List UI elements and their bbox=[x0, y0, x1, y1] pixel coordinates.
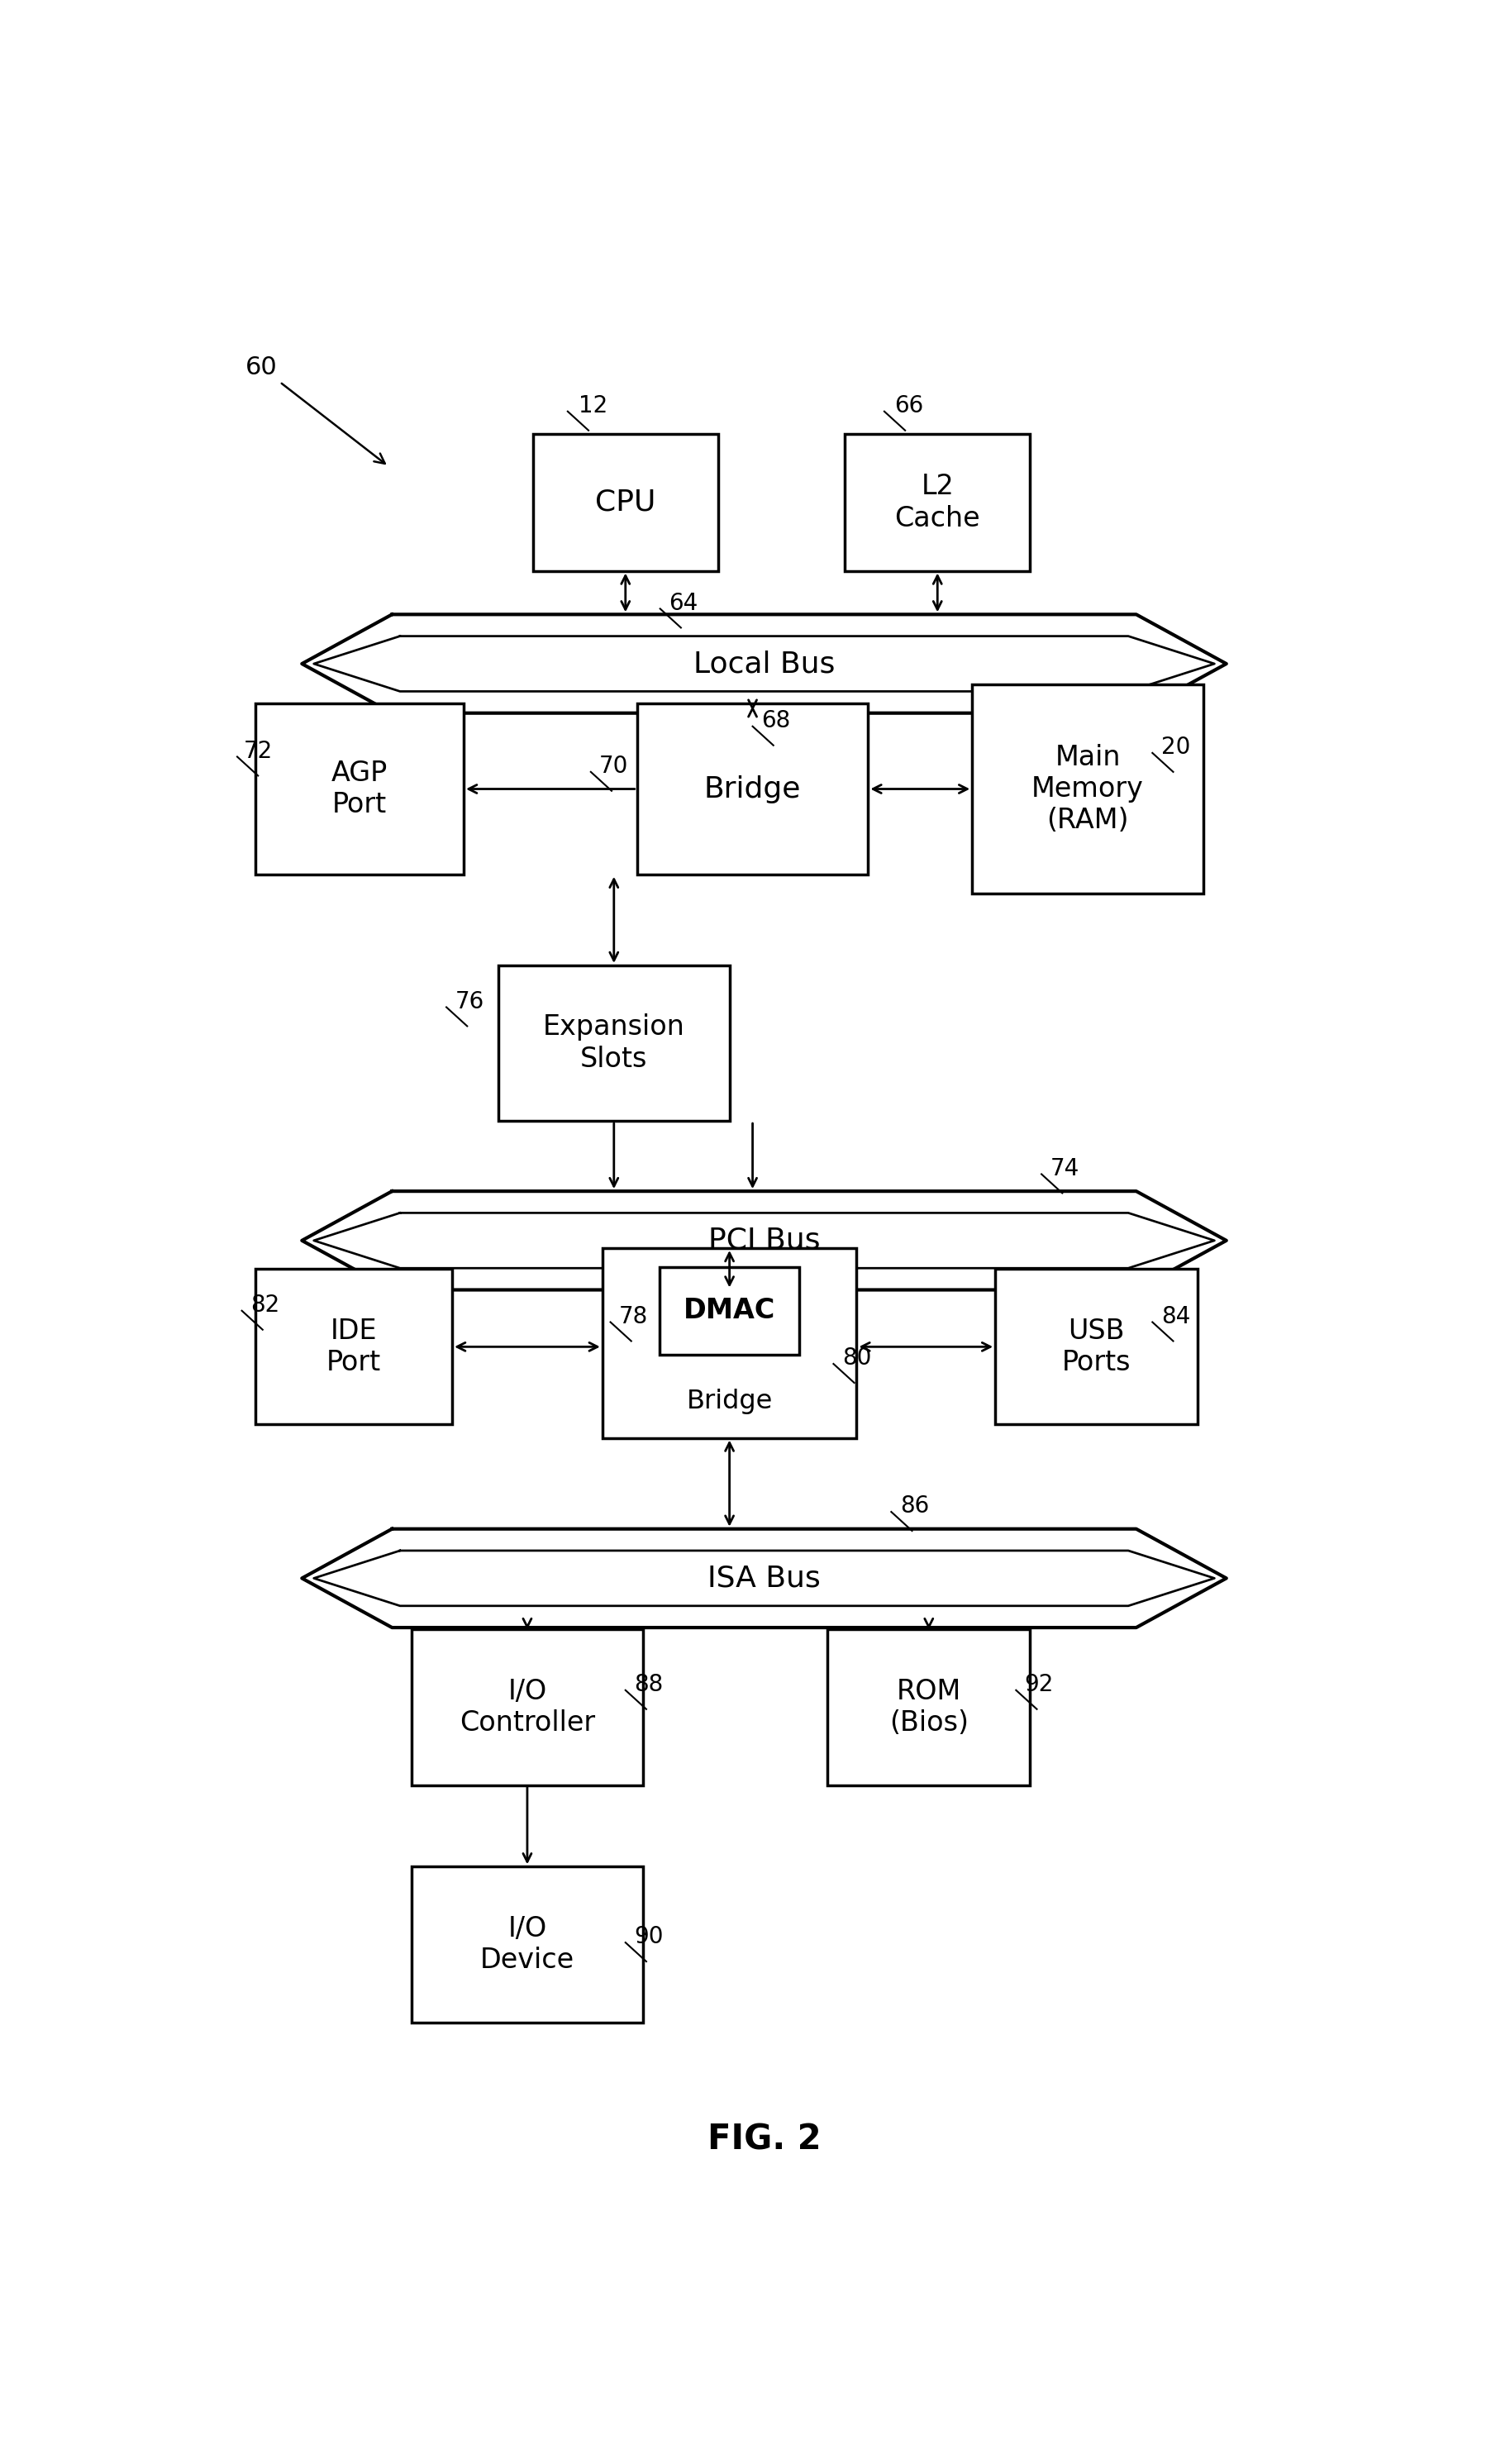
FancyBboxPatch shape bbox=[602, 1249, 857, 1439]
FancyBboxPatch shape bbox=[534, 434, 719, 572]
Polygon shape bbox=[301, 1190, 1227, 1289]
Text: ROM
(Bios): ROM (Bios) bbox=[889, 1678, 969, 1737]
Text: 82: 82 bbox=[250, 1294, 279, 1316]
FancyBboxPatch shape bbox=[972, 685, 1203, 894]
Text: 90: 90 bbox=[634, 1924, 663, 1949]
Text: FIG. 2: FIG. 2 bbox=[707, 2122, 822, 2156]
Text: PCI Bus: PCI Bus bbox=[708, 1227, 820, 1254]
Text: 92: 92 bbox=[1024, 1673, 1054, 1695]
FancyBboxPatch shape bbox=[828, 1629, 1030, 1784]
Text: 86: 86 bbox=[899, 1496, 929, 1518]
Text: I/O
Device: I/O Device bbox=[480, 1915, 574, 1974]
Text: Bridge: Bridge bbox=[686, 1390, 772, 1414]
Text: CPU: CPU bbox=[595, 488, 656, 517]
FancyBboxPatch shape bbox=[498, 966, 729, 1121]
FancyBboxPatch shape bbox=[637, 705, 868, 875]
FancyBboxPatch shape bbox=[845, 434, 1030, 572]
Text: 68: 68 bbox=[760, 710, 790, 732]
FancyBboxPatch shape bbox=[412, 1868, 643, 2023]
FancyBboxPatch shape bbox=[659, 1266, 799, 1355]
Text: 64: 64 bbox=[668, 591, 698, 614]
Text: USB
Ports: USB Ports bbox=[1062, 1318, 1130, 1377]
Text: Local Bus: Local Bus bbox=[693, 650, 835, 678]
Text: AGP
Port: AGP Port bbox=[331, 759, 388, 818]
Text: 84: 84 bbox=[1161, 1306, 1190, 1328]
Text: Bridge: Bridge bbox=[704, 774, 801, 803]
FancyBboxPatch shape bbox=[256, 705, 464, 875]
Text: Main
Memory
(RAM): Main Memory (RAM) bbox=[1032, 744, 1144, 835]
Text: 80: 80 bbox=[842, 1348, 871, 1370]
Text: Expansion
Slots: Expansion Slots bbox=[543, 1013, 684, 1072]
Text: DMAC: DMAC bbox=[683, 1296, 775, 1323]
Text: 72: 72 bbox=[243, 739, 273, 761]
Text: 66: 66 bbox=[895, 394, 923, 416]
FancyBboxPatch shape bbox=[256, 1269, 452, 1424]
Text: 78: 78 bbox=[619, 1306, 649, 1328]
Text: 76: 76 bbox=[455, 991, 485, 1013]
Text: 12: 12 bbox=[579, 394, 608, 416]
Text: IDE
Port: IDE Port bbox=[327, 1318, 382, 1377]
Polygon shape bbox=[301, 1528, 1227, 1629]
Text: 20: 20 bbox=[1161, 737, 1190, 759]
Text: 70: 70 bbox=[599, 754, 629, 779]
Text: 74: 74 bbox=[1050, 1158, 1079, 1180]
Text: L2
Cache: L2 Cache bbox=[895, 473, 980, 532]
Polygon shape bbox=[301, 614, 1227, 712]
Text: 88: 88 bbox=[634, 1673, 663, 1695]
Text: ISA Bus: ISA Bus bbox=[708, 1565, 820, 1592]
FancyBboxPatch shape bbox=[412, 1629, 643, 1784]
FancyBboxPatch shape bbox=[996, 1269, 1197, 1424]
Text: I/O
Controller: I/O Controller bbox=[459, 1678, 595, 1737]
Text: 60: 60 bbox=[246, 355, 385, 463]
